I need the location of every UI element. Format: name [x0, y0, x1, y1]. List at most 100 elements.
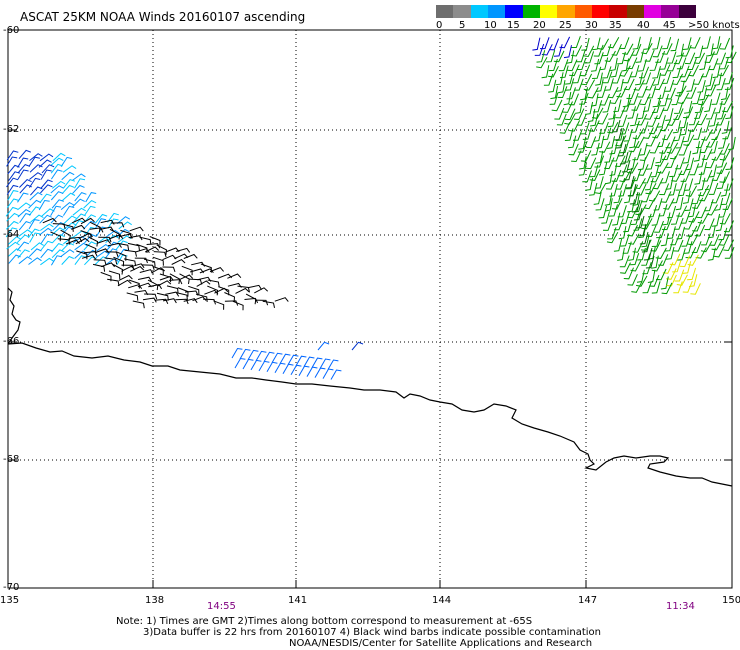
wind-barb — [143, 258, 156, 267]
wind-barb — [95, 213, 108, 224]
wind-barb — [636, 269, 645, 283]
wind-barb — [644, 197, 656, 210]
wind-barb — [575, 100, 583, 114]
wind-barb — [607, 227, 617, 240]
wind-barb — [694, 224, 706, 237]
wind-barb — [637, 157, 646, 171]
wind-barb — [711, 149, 723, 161]
wind-barb — [176, 292, 188, 301]
lon-label: 135 — [0, 595, 20, 606]
wind-barb — [19, 184, 32, 194]
wind-barb — [175, 298, 189, 305]
wind-barb — [686, 225, 698, 238]
wind-barb — [197, 276, 212, 282]
legend-label: 10 — [484, 20, 497, 31]
wind-barb — [152, 256, 164, 266]
wind-barb — [72, 198, 85, 208]
wind-barb — [623, 49, 635, 62]
wind-barb — [641, 72, 652, 85]
wind-barb — [684, 100, 693, 114]
wind-barb — [589, 164, 599, 178]
wind-barb — [162, 254, 177, 261]
wind-barb — [89, 227, 104, 233]
wind-barb — [590, 93, 599, 107]
wind-barb — [40, 233, 53, 244]
wind-barb — [71, 224, 86, 230]
wind-barb — [644, 108, 656, 120]
wind-barb — [108, 270, 121, 280]
wind-barb — [661, 218, 672, 231]
wind-barb — [672, 65, 682, 79]
wind-barb — [723, 239, 735, 252]
legend-swatch — [505, 5, 523, 18]
wind-barb — [597, 112, 609, 125]
wind-barb — [693, 73, 704, 85]
wind-barb — [724, 71, 733, 85]
wind-barb — [624, 190, 632, 204]
wind-barb — [671, 190, 681, 204]
wind-barb — [646, 225, 657, 238]
wind-barb — [235, 287, 250, 294]
wind-barb — [683, 106, 694, 119]
wind-barb — [638, 59, 647, 72]
wind-barb — [105, 257, 119, 266]
wind-barb — [593, 44, 604, 57]
wind-barb — [144, 246, 160, 253]
wind-barb — [126, 292, 139, 301]
wind-barb — [681, 234, 691, 247]
wind-barb — [29, 172, 43, 180]
wind-barb — [719, 149, 731, 161]
wind-barb — [171, 258, 186, 265]
wind-barb — [637, 85, 648, 98]
wind-barb — [607, 114, 616, 128]
wind-barb — [579, 92, 589, 105]
wind-barb — [712, 65, 721, 79]
wind-barb — [619, 140, 629, 154]
wind-barb — [60, 201, 75, 210]
wind-barb — [578, 136, 587, 150]
wind-barb — [18, 221, 32, 231]
wind-barb — [602, 43, 612, 57]
wind-barb — [666, 156, 676, 168]
wind-barb — [617, 114, 628, 127]
wind-barb — [17, 192, 29, 203]
wind-barb — [679, 115, 688, 129]
wind-barb — [50, 255, 63, 266]
wind-barb — [709, 121, 719, 134]
legend-swatch — [591, 5, 610, 18]
wind-barb — [615, 78, 624, 92]
wind-barb — [666, 274, 677, 287]
wind-barb — [609, 183, 618, 197]
wind-barb — [592, 66, 602, 79]
wind-barb — [682, 261, 692, 274]
wind-barb — [611, 198, 623, 210]
wind-barb — [702, 169, 713, 182]
wind-barb — [666, 246, 675, 260]
wind-barb — [622, 43, 634, 55]
wind-barb — [725, 51, 737, 64]
wind-barb — [613, 127, 623, 141]
wind-barb — [682, 129, 692, 143]
wind-barb — [687, 58, 697, 70]
wind-barb — [179, 273, 190, 284]
wind-barb — [664, 238, 674, 252]
wind-barb — [688, 211, 700, 223]
wind-barb — [612, 71, 622, 84]
wind-barb — [548, 79, 557, 93]
wind-barb — [204, 289, 219, 295]
wind-barb — [550, 85, 559, 100]
wind-barb — [18, 149, 31, 160]
wind-barb — [680, 70, 692, 83]
wind-barb — [72, 173, 86, 181]
wind-barb — [641, 234, 650, 248]
wind-barb — [605, 198, 613, 212]
wind-barb — [598, 205, 608, 219]
wind-barb — [599, 162, 608, 176]
wind-barb — [612, 212, 621, 226]
wind-barb — [651, 255, 659, 269]
wind-barb — [159, 275, 174, 281]
wind-barb — [83, 214, 96, 224]
wind-barb — [16, 241, 30, 251]
pass-time-label: 14:55 — [207, 601, 236, 612]
wind-barb — [590, 113, 599, 127]
